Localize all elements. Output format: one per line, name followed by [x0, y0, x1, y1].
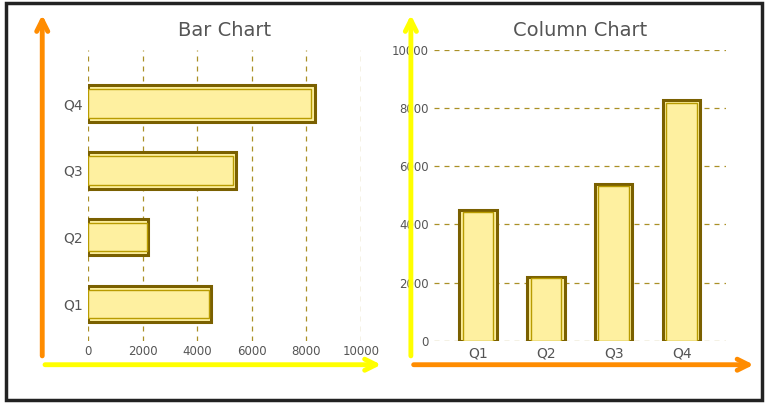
Bar: [663, 100, 700, 341]
Bar: [88, 223, 147, 251]
Bar: [463, 212, 493, 341]
Bar: [595, 184, 632, 341]
Title: Column Chart: Column Chart: [513, 21, 647, 40]
Bar: [667, 103, 697, 341]
Bar: [88, 219, 148, 256]
Bar: [88, 156, 233, 185]
Bar: [88, 152, 236, 189]
Bar: [531, 278, 561, 341]
Bar: [88, 89, 311, 118]
Title: Bar Chart: Bar Chart: [178, 21, 271, 40]
Bar: [459, 210, 497, 341]
Bar: [88, 85, 315, 122]
Bar: [88, 285, 211, 322]
Bar: [88, 289, 209, 318]
Bar: [528, 277, 564, 341]
Bar: [598, 186, 629, 341]
